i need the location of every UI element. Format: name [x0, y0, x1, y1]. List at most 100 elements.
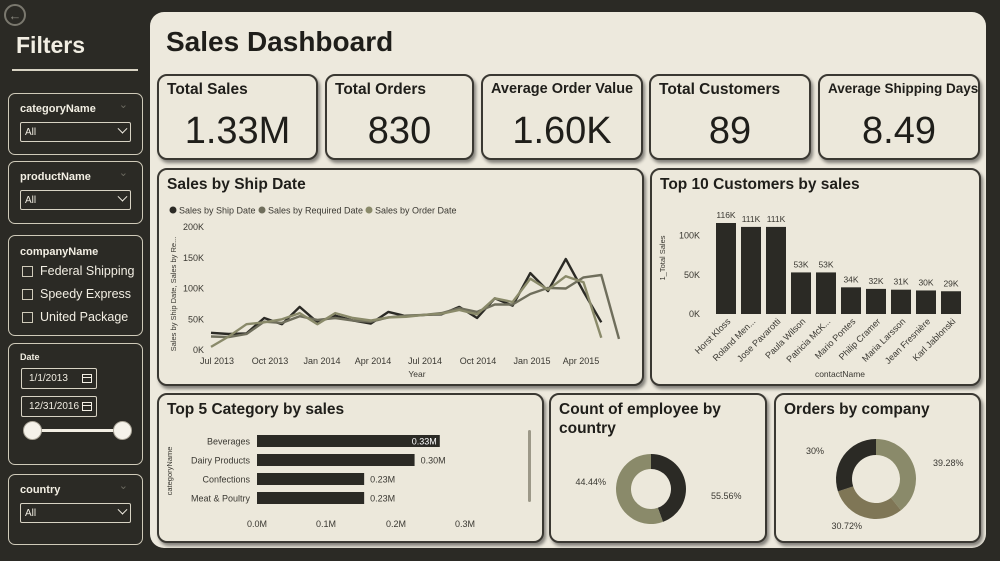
- slider-start-handle[interactable]: [23, 421, 42, 440]
- company-option-label: United Package: [40, 310, 129, 324]
- x-tick-label: 0.3M: [455, 519, 475, 529]
- data-label: 53K: [793, 259, 808, 269]
- company-option-label: Federal Shipping: [40, 264, 135, 278]
- calendar-icon[interactable]: [82, 402, 92, 411]
- orders-company-card[interactable]: Orders by company 39.28% 30.72% 30%: [774, 393, 981, 543]
- x-axis-title: contactName: [815, 369, 865, 379]
- chart-title: Top 10 Customers by sales: [660, 176, 860, 193]
- category-slicer: categoryName ⌄ All: [8, 93, 143, 155]
- employee-country-card[interactable]: Count of employee by country 44.44% 55.56…: [549, 393, 767, 543]
- y-axis-title: categoryName: [165, 447, 174, 496]
- chevron-down-icon[interactable]: ⌄: [118, 480, 128, 492]
- x-tick-label: 0.0M: [247, 519, 267, 529]
- kpi-total-sales[interactable]: Total Sales 1.33M: [157, 74, 318, 160]
- kpi-total-orders[interactable]: Total Orders 830: [325, 74, 474, 160]
- end-date-value: 12/31/2016: [29, 401, 80, 412]
- company-option[interactable]: Federal Shipping: [22, 264, 135, 278]
- data-label: 29K: [943, 278, 958, 288]
- bar: [891, 289, 911, 314]
- bar: [716, 223, 736, 314]
- employee-donut-chart: 44.44% 55.56%: [575, 454, 742, 524]
- data-label: 34K: [843, 274, 858, 284]
- date-range-slider[interactable]: [25, 429, 123, 432]
- chart-title: Top 5 Category by sales: [167, 401, 345, 418]
- kpi-label: Total Orders: [335, 81, 427, 98]
- legend-label: Sales by Order Date: [375, 206, 457, 216]
- donut-slice: [651, 454, 686, 522]
- arrow-left-icon: ←: [8, 7, 22, 23]
- data-label: 0.30M: [421, 456, 446, 466]
- data-label: 116K: [716, 210, 736, 220]
- category-dropdown-value: All: [25, 127, 37, 138]
- bar: [841, 287, 861, 314]
- x-tick-label: Apr 2015: [563, 356, 600, 366]
- chevron-down-icon[interactable]: ⌄: [118, 99, 128, 111]
- data-label: 0.23M: [370, 494, 395, 504]
- end-date-input[interactable]: 12/31/2016: [21, 396, 97, 417]
- legend-label: Sales by Required Date: [268, 206, 363, 216]
- page-title: Sales Dashboard: [166, 26, 394, 57]
- kpi-value: 1.60K: [512, 110, 612, 152]
- kpi-total-customers[interactable]: Total Customers 89: [649, 74, 811, 160]
- bar: [257, 473, 365, 485]
- top-category-card[interactable]: Top 5 Category by sales categoryName Beve…: [157, 393, 544, 543]
- x-tick-label: Jan 2015: [513, 356, 550, 366]
- country-dropdown[interactable]: All: [20, 503, 131, 523]
- y-tick-label: Confections: [202, 475, 250, 485]
- checkbox[interactable]: [22, 288, 33, 300]
- line-chart: Sales by Ship Date Sales by Required Date…: [169, 206, 621, 379]
- y-tick-label: 100K: [679, 231, 700, 241]
- y-tick-label: 0K: [193, 345, 204, 355]
- back-button[interactable]: ←: [4, 4, 26, 26]
- calendar-icon[interactable]: [82, 374, 92, 383]
- category-dropdown[interactable]: All: [20, 122, 131, 142]
- company-option-label: Speedy Express: [40, 287, 132, 301]
- date-slicer-label: Date: [20, 352, 40, 362]
- data-label: 0.33M: [412, 437, 437, 447]
- data-label: 53K: [818, 259, 833, 269]
- chart-title: Sales by Ship Date: [167, 176, 306, 193]
- x-tick-label: Jul 2013: [200, 356, 234, 366]
- date-slicer: Date 1/1/2013 12/31/2016: [8, 343, 143, 465]
- bar: [257, 454, 415, 466]
- data-label: 30K: [918, 277, 933, 287]
- y-tick-label: Beverages: [207, 437, 251, 447]
- filters-divider: [12, 69, 138, 71]
- data-label: 32K: [868, 276, 883, 286]
- kpi-average-shipping-days[interactable]: Average Shipping Days 8.49: [818, 74, 980, 160]
- category-slicer-label: categoryName: [20, 103, 96, 115]
- x-tick-label: 0.2M: [386, 519, 406, 529]
- slider-end-handle[interactable]: [113, 421, 132, 440]
- country-dropdown-value: All: [25, 508, 37, 519]
- bar: [916, 290, 936, 314]
- checkbox[interactable]: [22, 265, 33, 277]
- chart-title: Count of employee by country: [559, 401, 721, 437]
- donut-slice: [836, 439, 876, 492]
- bar: [791, 272, 811, 314]
- y-tick-label: 50K: [188, 314, 204, 324]
- bar: [866, 288, 886, 314]
- start-date-value: 1/1/2013: [29, 373, 68, 384]
- top-customers-card[interactable]: Top 10 Customers by sales 0K 50K 100K 1_Tot…: [650, 168, 981, 386]
- product-dropdown[interactable]: All: [20, 190, 131, 210]
- bar: [816, 272, 836, 314]
- checkbox[interactable]: [22, 311, 33, 323]
- chevron-down-icon: [117, 191, 128, 202]
- data-label: 111K: [742, 214, 761, 224]
- company-option[interactable]: United Package: [22, 310, 128, 324]
- x-tick-label: 0.1M: [316, 519, 336, 529]
- sales-by-ship-date-card[interactable]: Sales by Ship Date Sales by Ship Date Sal…: [157, 168, 644, 386]
- donut-slice: [876, 439, 916, 511]
- start-date-input[interactable]: 1/1/2013: [21, 368, 97, 389]
- data-label: 30.72%: [831, 521, 862, 531]
- company-option[interactable]: Speedy Express: [22, 287, 131, 301]
- kpi-label: Average Order Value: [491, 81, 634, 97]
- product-dropdown-value: All: [25, 195, 37, 206]
- company-slicer-label: companyName: [20, 246, 99, 258]
- chevron-down-icon[interactable]: ⌄: [118, 167, 128, 179]
- y-axis-title: 1_Total Sales: [658, 235, 667, 280]
- chevron-down-icon: [117, 504, 128, 515]
- donut-slice: [616, 454, 663, 524]
- kpi-average-order-value[interactable]: Average Order Value 1.60K: [481, 74, 643, 160]
